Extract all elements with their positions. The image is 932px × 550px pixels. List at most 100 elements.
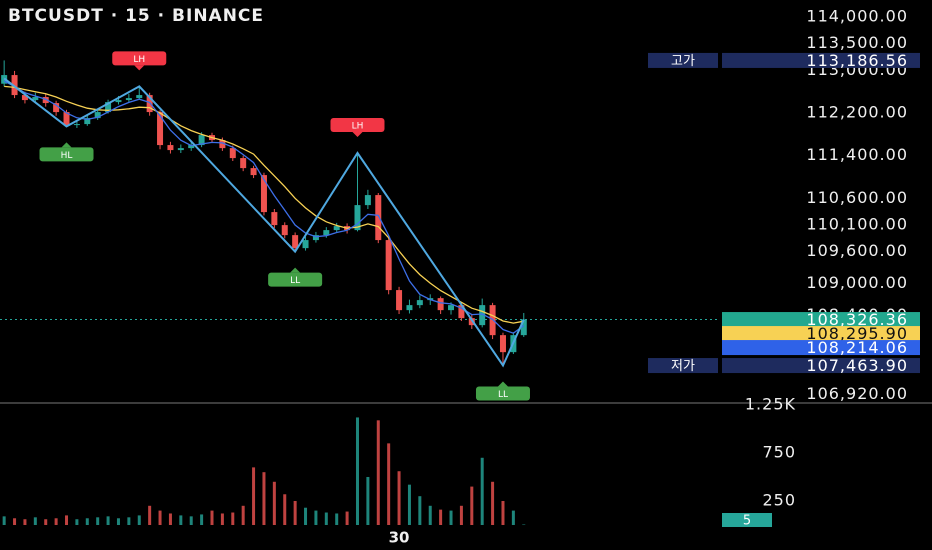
zigzag-line [3,77,525,368]
candle-body [520,319,527,336]
candle-body [157,112,164,146]
candle-body [312,235,319,241]
pivot-label: LH [352,122,364,132]
volume-bar [501,500,505,525]
price-badge-box [722,312,920,328]
volume-bar [283,494,287,525]
volume-bar [54,518,58,525]
moving-average-line [4,85,524,324]
volume-bar [231,512,235,525]
volume-bar [480,457,484,525]
candle-body [260,175,267,213]
candle-body [94,112,101,119]
candle-body [292,235,299,249]
candle-body [177,148,184,151]
volume-bar [366,476,370,525]
pivot-pointer [352,132,363,138]
price-badge-label: 108,326.36 [806,310,908,329]
price-badge: 107,463.90 저가 [648,356,920,375]
y-tick-label: 109,600.00 [806,241,908,260]
price-badge-box [722,358,920,374]
volume-bar [387,443,391,525]
candle-body [250,168,257,176]
volume-bar [397,471,401,525]
candle-body [479,305,486,326]
volume-bar [376,420,380,525]
volume-bar [168,513,172,525]
pivot-label: LL [290,276,300,286]
volume-bar [449,510,453,525]
volume-bar [127,517,131,525]
volume-bar [33,517,37,525]
volume-bar [13,518,17,525]
volume-bar [179,515,183,525]
price-badge-tag [648,358,718,374]
candle-body [385,240,392,291]
volume-bar [293,500,297,525]
price-badge-box [722,326,920,342]
candle-body [416,300,423,306]
pivot-badge [268,272,323,287]
candle-body [105,102,112,113]
candle-body [448,305,455,311]
volume-badge-label: 5 [743,514,751,529]
volume-bar [262,472,266,525]
candle-body [167,145,174,151]
price-badge-label: 113,186.56 [806,51,908,70]
volume-bar [220,513,224,525]
pivot-badge [39,147,94,162]
candle-body [499,335,506,353]
pivot-pointer [134,65,145,71]
y-tick-label: 112,200.00 [806,103,908,122]
volume-bar [345,511,349,525]
candle-body [198,135,205,146]
candle-body [406,305,413,311]
candle-body [302,240,309,249]
candle-body [11,75,18,96]
volume-bar [2,516,6,525]
pivot-label: LL [498,390,508,400]
candle-body [375,195,382,241]
candle-body [229,148,236,159]
volume-bar [65,515,69,525]
pivot-label: LH [133,55,145,65]
volume-bar [335,513,339,525]
price-badge: 113,186.56 고가 [648,51,920,70]
candle-body [396,290,403,311]
volume-bar [116,518,120,525]
volume-bar [459,505,463,525]
candle-body [458,305,465,319]
candle-body [271,212,278,226]
volume-bar [137,515,141,525]
volume-bar [106,516,110,525]
volume-bar [85,518,89,525]
pivot-badge [475,386,530,401]
y-tick-label: 114,000.00 [806,7,908,26]
candle-body [281,225,288,236]
volume-bar [314,510,318,525]
volume-bar [407,484,411,525]
price-badge-box [722,52,920,68]
price-badge-label: 108,295.90 [806,324,908,343]
volume-bar [491,481,495,525]
y-tick-label: 110,100.00 [806,214,908,233]
x-tick-label: 30 [389,529,410,547]
y-tick-label: 109,000.00 [806,273,908,292]
volume-bar [428,505,432,525]
pivot-marker: LL [475,381,530,401]
candle-body [333,226,340,231]
volume-bar [522,524,526,526]
volume-bar [241,505,245,525]
candle-body [63,112,70,126]
price-badge-tag [648,52,718,68]
volume-bar [418,496,422,525]
volume-bar [304,507,308,525]
candle-body [240,158,247,169]
volume-tick-label: 250 [762,490,796,509]
candle-body [354,205,361,231]
volume-bar [75,519,79,525]
candle-body [437,298,444,311]
pivot-marker: LH [330,118,385,138]
pivot-label: HL [61,151,73,161]
